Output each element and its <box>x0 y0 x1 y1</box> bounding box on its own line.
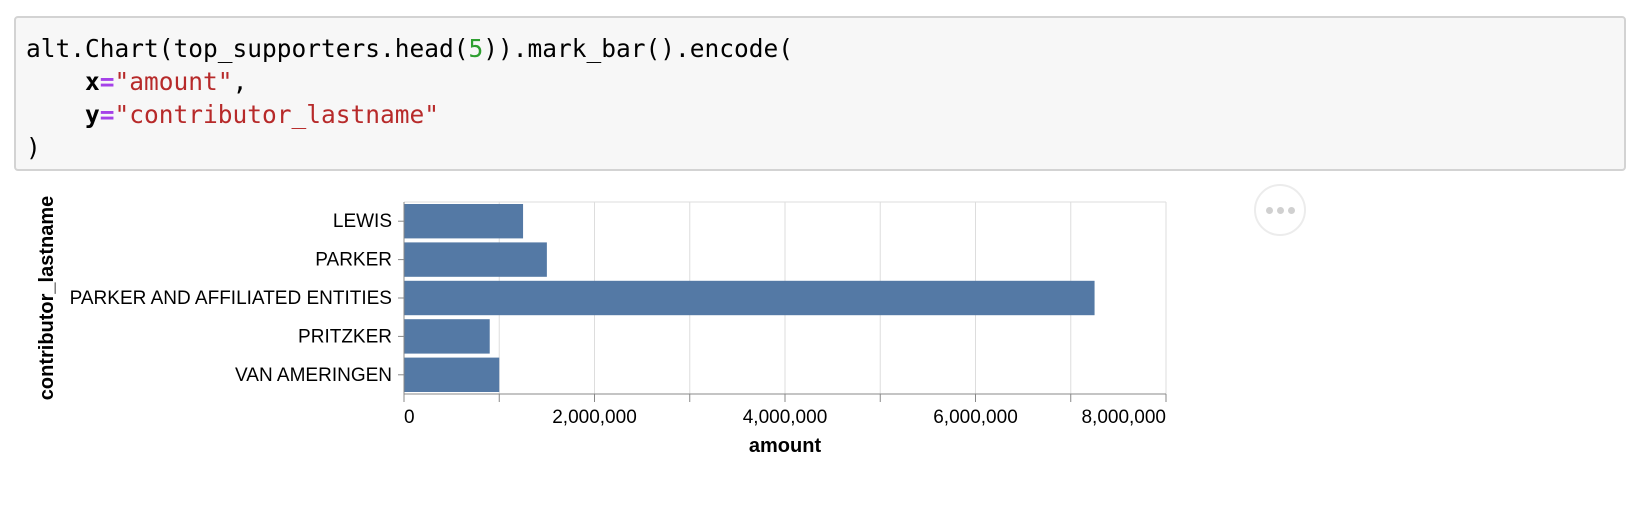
y-tick-label: LEWIS <box>333 211 392 232</box>
y-axis-title: contributor_lastname <box>36 196 58 400</box>
bar-lewis <box>404 204 524 239</box>
ellipsis-icon <box>1265 206 1273 214</box>
x-tick-label: 8,000,000 <box>1081 407 1166 428</box>
code-text: )).mark_bar().encode( <box>483 34 794 63</box>
y-tick-label: PARKER AND AFFILIATED ENTITIES <box>70 288 392 309</box>
code-keyword-arg: y <box>85 100 100 129</box>
bar-parker <box>404 242 547 277</box>
code-number: 5 <box>468 34 484 63</box>
y-tick-label: VAN AMERINGEN <box>235 365 392 386</box>
code-string: "amount" <box>114 67 233 96</box>
code-line-1: alt.Chart(top_supporters.head(5)).mark_b… <box>26 34 793 63</box>
code-line-4: ) <box>26 133 41 162</box>
code-operator: = <box>99 67 115 96</box>
code-keyword-arg: x <box>85 67 100 96</box>
code-text: , <box>232 67 248 96</box>
x-tick-label: 0 <box>404 407 415 428</box>
bar-parker-and-affiliated-entities <box>404 280 1095 316</box>
ellipsis-icon-dot <box>1287 206 1295 214</box>
bar-pritzker <box>404 319 490 354</box>
x-tick-label: 2,000,000 <box>552 407 637 428</box>
bar-van-ameringen <box>404 357 500 392</box>
y-tick-label: PRITZKER <box>298 326 392 347</box>
x-tick-label: 6,000,000 <box>933 407 1018 428</box>
code-line-3: y="contributor_lastname" <box>26 100 439 129</box>
chart-actions-button[interactable] <box>1254 184 1306 236</box>
code-string: "contributor_lastname" <box>114 100 440 129</box>
ellipsis-icon-dot <box>1276 206 1284 214</box>
y-tick-label: PARKER <box>315 250 392 271</box>
code-text: alt.Chart(top_supporters.head( <box>26 34 469 63</box>
code-operator: = <box>99 100 115 129</box>
x-tick-label: 4,000,000 <box>743 407 828 428</box>
code-line-2: x="amount", <box>26 67 247 96</box>
code-cell[interactable]: alt.Chart(top_supporters.head(5)).mark_b… <box>14 16 1626 171</box>
chart-axes: LEWIS PARKER PARKER AND AFFILIATED ENTITIE… <box>70 202 1167 428</box>
x-axis-title: amount <box>749 435 822 457</box>
chart-bars <box>404 204 1095 392</box>
code-editor[interactable]: alt.Chart(top_supporters.head(5)).mark_b… <box>26 32 793 164</box>
